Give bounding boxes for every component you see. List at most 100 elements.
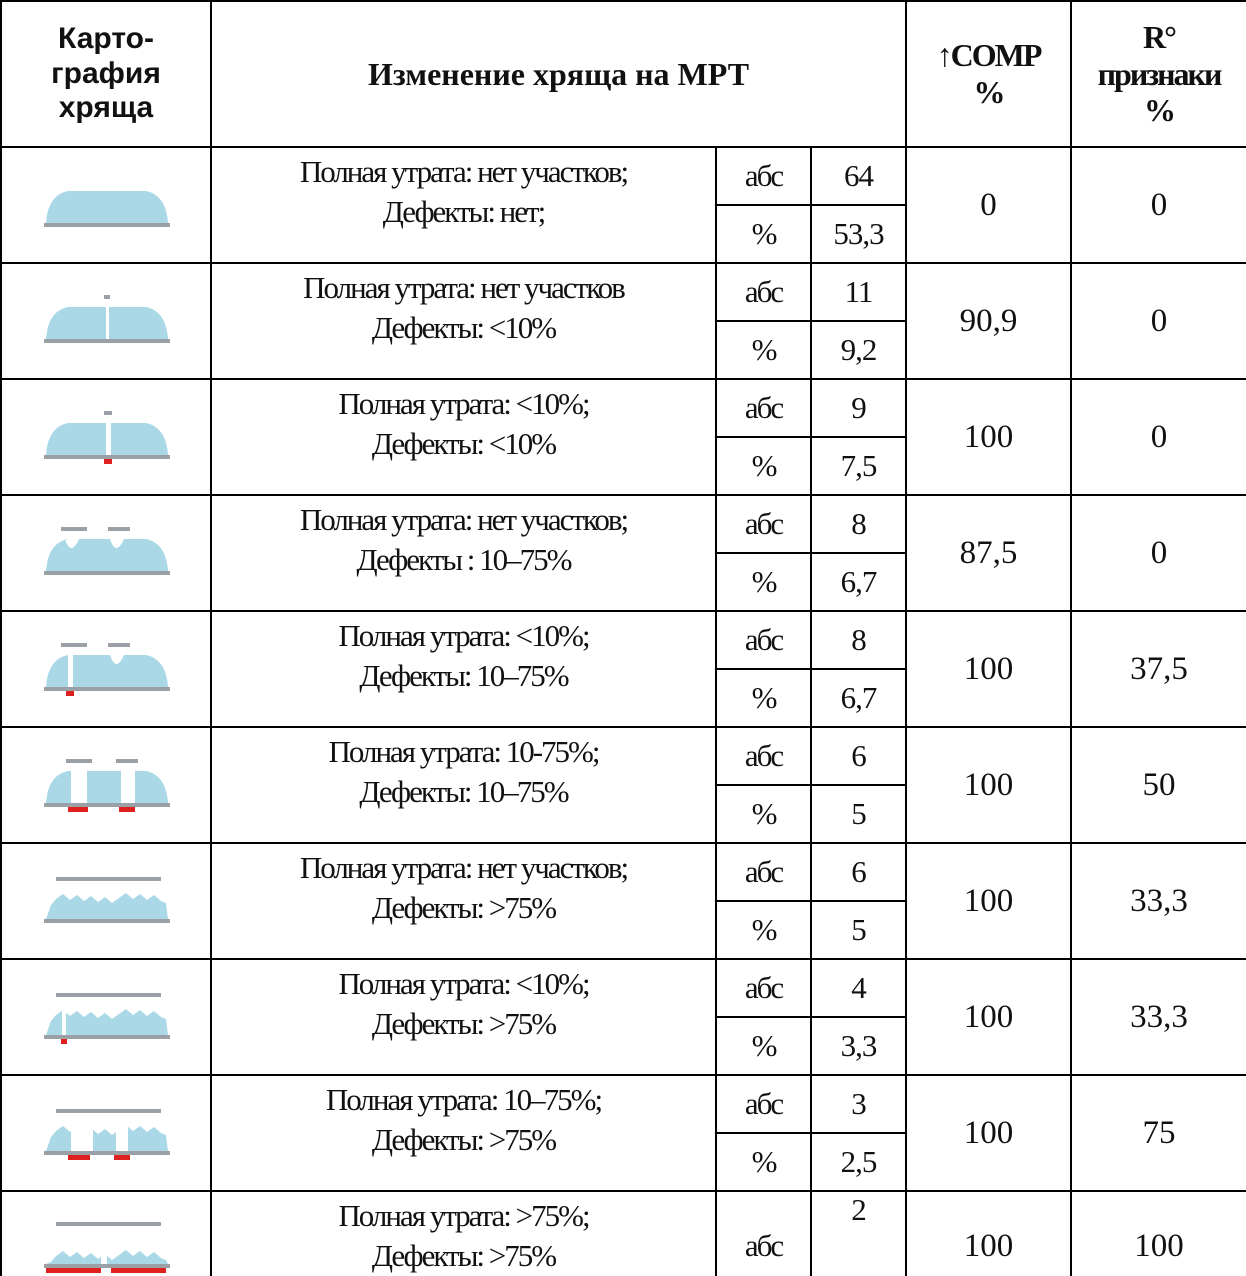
cartilage-icon	[44, 643, 170, 696]
cartilage-icon	[44, 191, 170, 227]
icon-cell	[0, 262, 212, 380]
abs-value: 6	[810, 842, 907, 902]
comp-value: 100	[905, 958, 1072, 1076]
description-line: Полная утрата: нет участков	[303, 270, 626, 305]
comp-value: 87,5	[905, 494, 1072, 612]
abs-value: 11	[810, 262, 907, 322]
abs-value: 8	[810, 610, 907, 670]
description-line: Полная утрата: <10%;	[338, 386, 590, 421]
abs-label: абс	[715, 146, 812, 206]
table-row: Полная утрата: <10%; Дефекты: 10–75% абс 8 1…	[0, 610, 1246, 728]
abs-label: абс	[715, 610, 812, 670]
table-row: % 5	[1, 900, 1246, 960]
description-line: Дефекты: 10–75%	[359, 774, 569, 810]
icon-cell	[0, 1074, 212, 1192]
icon-cell	[0, 146, 212, 264]
pct-value: 9,2	[810, 320, 907, 380]
pct-value: 6,7	[810, 668, 907, 728]
description-line: Дефекты: <10%	[371, 426, 557, 462]
abs-value: 6	[810, 726, 907, 786]
r-value: 50	[1070, 726, 1246, 844]
description-line: Дефекты: <10%	[371, 310, 557, 346]
comp-value: 0	[905, 146, 1072, 264]
description-line: Дефекты: >75%	[371, 1238, 557, 1274]
icon-cell	[0, 610, 212, 728]
table-row: % 2,5	[1, 1132, 1246, 1192]
r-value: 37,5	[1070, 610, 1246, 728]
abs-value: 64	[810, 146, 907, 206]
description-line: Полная утрата: >75%;	[338, 1198, 590, 1233]
description-cell: Полная утрата: 10-75%; Дефекты: 10–75%	[210, 726, 717, 844]
description-cell: Полная утрата: нет участков; Дефекты: >75…	[210, 842, 717, 960]
table-row: Полная утрата: 10–75%; Дефекты: >75% абс 3 1…	[0, 1074, 1246, 1192]
description-line: Дефекты: 10–75%	[359, 658, 569, 694]
cartilage-icon	[44, 1222, 170, 1273]
description-line: Полная утрата: <10%;	[338, 966, 590, 1001]
r-value: 0	[1070, 146, 1246, 264]
abs-label: абс	[715, 842, 812, 902]
cartilage-icon	[44, 1109, 170, 1160]
r-value: 33,3	[1070, 842, 1246, 960]
table-row: % 3,3	[1, 1016, 1246, 1076]
pct-value: 3,3	[810, 1016, 907, 1076]
table-row: % 53,3	[1, 204, 1246, 264]
comp-value: 100	[905, 610, 1072, 728]
pct-label: %	[715, 204, 812, 264]
table-row: % 6,7	[1, 668, 1246, 728]
abs-label: абс	[715, 378, 812, 438]
description-cell: Полная утрата: нет участков; Дефекты: нет…	[210, 146, 717, 264]
header-cell: Изменение хряща на МРТ	[210, 0, 907, 148]
abs-label: абс	[715, 726, 812, 786]
header-cell: ↑COMP %	[905, 0, 1072, 148]
table-row: Полная утрата: <10%; Дефекты: <10% абс 9 100…	[0, 378, 1246, 496]
table-row: % 5	[1, 784, 1246, 844]
description-cell: Полная утрата: >75%; Дефекты: >75%	[210, 1190, 717, 1276]
description-line: Полная утрата: 10–75%;	[325, 1082, 603, 1117]
pct-label: %	[715, 900, 812, 960]
cartilage-icon	[44, 411, 170, 464]
r-value: 75	[1070, 1074, 1246, 1192]
description-cell: Полная утрата: нет участков Дефекты: <10%	[210, 262, 717, 380]
r-value: 0	[1070, 494, 1246, 612]
pct-label: %	[715, 436, 812, 496]
description-cell: Полная утрата: <10%; Дефекты: >75%	[210, 958, 717, 1076]
description-line: Полная утрата: 10-75%;	[328, 734, 601, 769]
cartilage-icon	[44, 295, 170, 343]
header-cell: R° признаки %	[1070, 0, 1246, 148]
abs-label: абс	[715, 494, 812, 554]
description-cell: Полная утрата: <10%; Дефекты: 10–75%	[210, 610, 717, 728]
abs-value: 2	[810, 1190, 907, 1276]
cartilage-icon	[44, 759, 170, 812]
pct-value: 2,5	[810, 1132, 907, 1192]
abs-value: 9	[810, 378, 907, 438]
comp-value: 100	[905, 726, 1072, 844]
table-row: % 9,2	[1, 320, 1246, 380]
icon-cell	[0, 378, 212, 496]
cartilage-icon	[44, 877, 170, 923]
abs-label: абс	[715, 262, 812, 322]
comp-value: 100	[905, 1190, 1072, 1276]
description-cell: Полная утрата: <10%; Дефекты: <10%	[210, 378, 717, 496]
table-row: % 7,5	[1, 436, 1246, 496]
comp-value: 100	[905, 842, 1072, 960]
description-line: Полная утрата: нет участков;	[299, 154, 629, 189]
comp-value: 90,9	[905, 262, 1072, 380]
abs-label: абс	[715, 958, 812, 1018]
abs-label: абс	[715, 1190, 812, 1276]
icon-cell	[0, 1190, 212, 1276]
table-row: Полная утрата: нет участков Дефекты: <10%…	[0, 262, 1246, 380]
abs-value: 8	[810, 494, 907, 554]
table-row: % 6,7	[1, 552, 1246, 612]
cartilage-icon	[44, 527, 170, 575]
table-row: Полная утрата: <10%; Дефекты: >75% абс 4 100…	[0, 958, 1246, 1076]
icon-cell	[0, 958, 212, 1076]
pct-value: 6,7	[810, 552, 907, 612]
pct-value: 5	[810, 900, 907, 960]
pct-label: %	[715, 668, 812, 728]
table-row: Полная утрата: нет участков; Дефекты: >75…	[0, 842, 1246, 960]
table-row: Полная утрата: нет участков; Дефекты : 10…	[0, 494, 1246, 612]
abs-label: абс	[715, 1074, 812, 1134]
